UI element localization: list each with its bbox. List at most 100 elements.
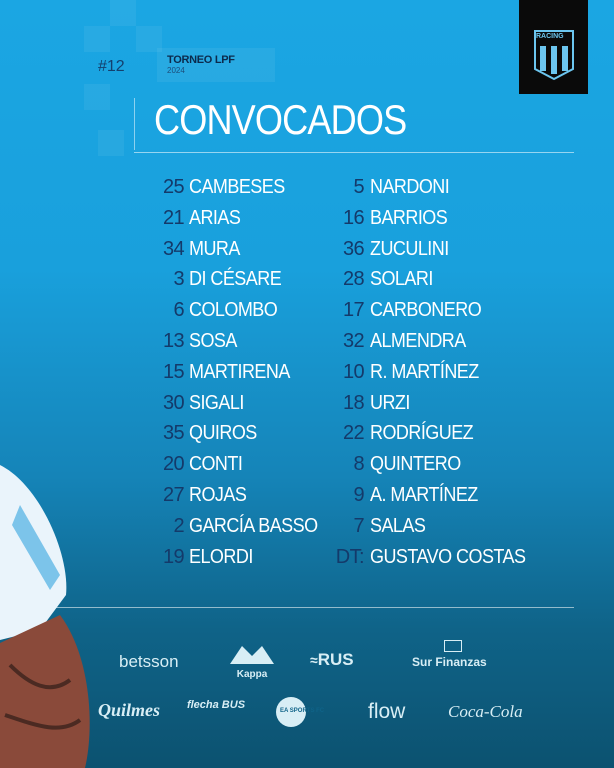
decorative-square <box>84 26 110 52</box>
sponsor-coca-cola: Coca-Cola <box>448 702 523 721</box>
player-name: ELORDI <box>189 545 253 568</box>
player-name: SALAS <box>370 514 426 537</box>
sponsor-quilmes: Quilmes <box>98 700 161 720</box>
player-name: GUSTAVO COSTAS <box>370 545 526 568</box>
player-number: 22 <box>0 421 365 445</box>
player-image <box>0 465 90 768</box>
player-name: ARIAS <box>189 206 241 229</box>
player-number-text: 28 <box>342 268 365 291</box>
player-name: GARCÍA BASSO <box>189 514 318 537</box>
sponsor-rus: ≈RUS <box>310 650 354 669</box>
player-number-text: 6 <box>173 299 184 322</box>
player-number: 20 <box>0 452 185 476</box>
player-number: 9 <box>0 483 364 507</box>
player-number: 17 <box>0 298 365 322</box>
player-number: DT: <box>0 545 365 569</box>
player-name: CARBONERO <box>370 299 482 322</box>
player-number-text: 3 <box>173 268 184 291</box>
player-name: RODRÍGUEZ <box>370 422 474 445</box>
player-number-text: 19 <box>162 545 185 568</box>
decorative-square <box>136 26 162 52</box>
player-name: ZUCULINI <box>370 237 449 260</box>
player-name: COLOMBO <box>189 299 278 322</box>
player-number-text: 35 <box>162 422 185 445</box>
racing-shield-icon <box>534 30 574 81</box>
player-name: DI CÉSARE <box>189 268 282 291</box>
player-number: 30 <box>0 391 185 415</box>
player-number: 27 <box>0 483 185 507</box>
player-number: 19 <box>0 545 185 569</box>
sponsor-sur-finanzas: Sur Finanzas <box>412 655 487 669</box>
player-name: BARRIOS <box>370 206 448 229</box>
divider <box>134 152 574 153</box>
sponsor-ea-sports: EA SPORTS FC <box>280 708 325 714</box>
player-number-text: 5 <box>353 176 364 198</box>
player-number: 34 <box>0 237 185 261</box>
player-number: 13 <box>0 329 185 353</box>
divider <box>40 607 574 608</box>
player-name: SIGALI <box>189 391 244 414</box>
page-title: CONVOCADOS <box>154 96 407 143</box>
player-number: 6 <box>0 298 184 322</box>
round-number: #12 <box>98 58 125 75</box>
player-number-text: 2 <box>173 514 184 537</box>
player-name: URZI <box>370 391 410 414</box>
player-number: 15 <box>0 360 185 384</box>
badge-text: RACING <box>536 33 564 40</box>
player-name: CAMBESES <box>189 176 285 198</box>
player-number: 8 <box>0 452 364 476</box>
player-number: 2 <box>0 514 184 538</box>
player-number-text: 10 <box>342 360 365 383</box>
player-number-text: 30 <box>162 391 185 414</box>
player-number: 7 <box>0 514 364 538</box>
player-name: SOSA <box>189 330 237 352</box>
tournament-name: TORNEO LPF <box>167 54 235 66</box>
player-number-text: 15 <box>162 360 185 383</box>
player-name: A. MARTÍNEZ <box>370 484 478 506</box>
decorative-square <box>84 84 110 110</box>
player-number: 21 <box>0 206 185 230</box>
player-number: 10 <box>0 360 365 384</box>
player-number: 32 <box>0 329 365 353</box>
tournament-box <box>157 48 275 82</box>
sur-finanzas-icon <box>444 640 462 652</box>
player-name: MURA <box>189 237 240 260</box>
player-name: QUINTERO <box>370 453 461 476</box>
player-name: ALMENDRA <box>370 330 466 352</box>
player-number: 28 <box>0 267 365 291</box>
player-number-text: 22 <box>342 422 365 445</box>
sponsor-flecha-bus: flecha BUS <box>186 699 246 711</box>
player-number: 5 <box>0 175 364 199</box>
kappa-logo-icon <box>230 646 274 664</box>
player-number-text: 13 <box>162 330 185 352</box>
player-number-text: 20 <box>162 453 185 476</box>
tournament-year: 2024 <box>167 66 185 75</box>
club-badge: RACING <box>519 0 588 94</box>
player-name: ROJAS <box>189 484 247 506</box>
player-number: 36 <box>0 237 365 261</box>
player-number-text: 27 <box>162 484 185 506</box>
player-number-text: DT: <box>335 545 365 568</box>
player-name: R. MARTÍNEZ <box>370 360 479 383</box>
player-name: CONTI <box>189 453 243 476</box>
player-number: 25 <box>0 175 185 199</box>
decorative-square <box>98 130 124 156</box>
player-number-text: 16 <box>342 206 365 229</box>
player-number: 16 <box>0 206 365 230</box>
player-number-text: 34 <box>162 237 185 260</box>
player-name: QUIROS <box>189 422 257 445</box>
player-name: MARTIRENA <box>189 360 290 383</box>
player-number-text: 9 <box>353 484 364 506</box>
player-number: 35 <box>0 421 185 445</box>
player-number-text: 25 <box>162 176 185 198</box>
sponsor-kappa: Kappa <box>226 642 278 680</box>
player-number: 3 <box>0 267 184 291</box>
player-name: NARDONI <box>370 176 450 198</box>
player-number-text: 7 <box>353 514 364 537</box>
sponsor-flow: flow <box>368 700 406 723</box>
player-number-text: 36 <box>342 237 365 260</box>
decorative-square <box>110 0 136 26</box>
ea-sports-logo-icon <box>276 697 306 727</box>
divider <box>134 98 135 150</box>
player-number-text: 17 <box>342 299 365 322</box>
